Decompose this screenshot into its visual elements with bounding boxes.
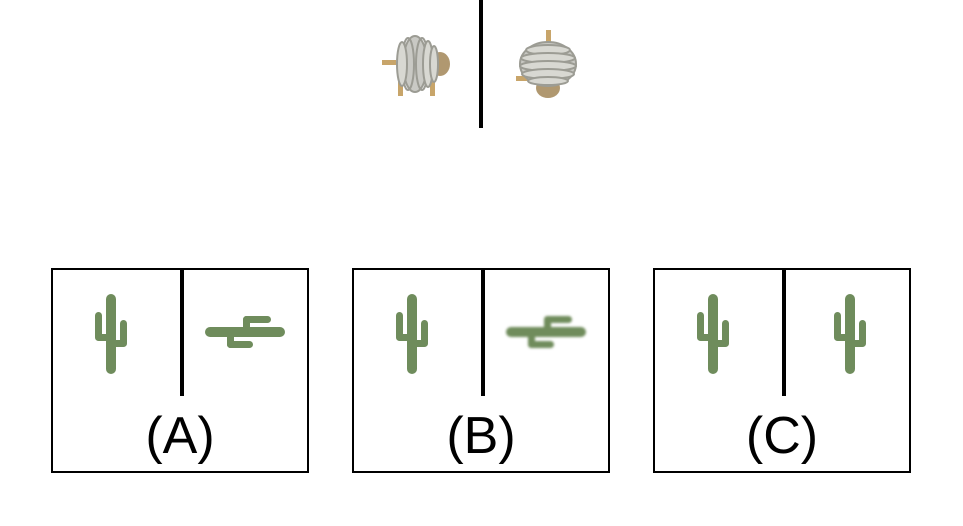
option-divider: [782, 270, 786, 396]
cactus-icon: [697, 294, 729, 374]
cactus-icon: [95, 294, 127, 374]
option-c[interactable]: (C): [653, 268, 911, 473]
cactus-icon: [834, 294, 866, 374]
cactus-rotated-icon: [205, 316, 285, 348]
option-label: (C): [745, 407, 819, 465]
option-label: (B): [446, 407, 516, 465]
cactus-icon: [396, 294, 428, 374]
coiled-yarn-creature-icon: [382, 35, 450, 96]
cactus-rotated-blurred-icon: [506, 316, 586, 348]
option-b[interactable]: (B): [352, 268, 610, 473]
coiled-yarn-creature-rotated-icon: [516, 30, 577, 98]
option-a[interactable]: (A): [51, 268, 309, 473]
option-divider: [481, 270, 485, 396]
option-label: (A): [145, 407, 215, 465]
example-divider: [479, 0, 483, 128]
option-divider: [180, 270, 184, 396]
